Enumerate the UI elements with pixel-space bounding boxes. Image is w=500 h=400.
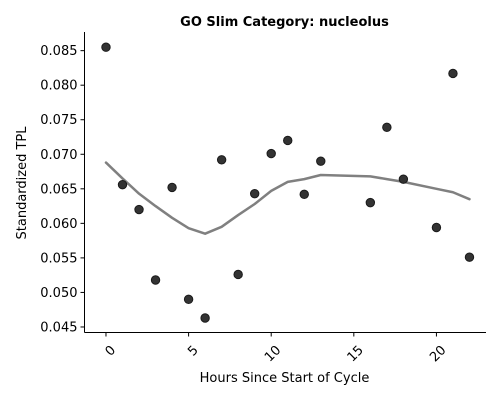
data-point bbox=[201, 314, 209, 322]
data-point bbox=[317, 157, 325, 165]
y-tick-label: 0.055 bbox=[40, 251, 77, 266]
data-point bbox=[284, 136, 292, 144]
y-tick-label: 0.060 bbox=[40, 217, 77, 232]
data-point bbox=[366, 198, 374, 206]
y-tick-label: 0.080 bbox=[40, 79, 77, 94]
y-tick-label: 0.085 bbox=[40, 44, 77, 59]
data-point bbox=[250, 189, 258, 197]
chart-title: GO Slim Category: nucleolus bbox=[180, 15, 389, 30]
series-layer bbox=[102, 43, 474, 322]
data-point bbox=[267, 149, 275, 157]
data-point bbox=[184, 295, 192, 303]
data-point bbox=[399, 175, 407, 183]
y-axis-ticks: 0.045 0.050 0.055 0.060 0.065 0.070 0.075 0.080… bbox=[40, 44, 84, 335]
x-tick-label: 10 bbox=[262, 343, 284, 365]
x-tick-label: 5 bbox=[185, 343, 201, 359]
data-point bbox=[432, 223, 440, 231]
y-tick-label: 0.065 bbox=[40, 182, 77, 197]
data-point bbox=[465, 253, 473, 261]
data-point bbox=[135, 205, 143, 213]
data-point bbox=[168, 183, 176, 191]
x-axis-ticks: 0 5 10 15 20 bbox=[103, 333, 450, 366]
x-tick-label: 20 bbox=[427, 343, 449, 365]
y-tick-label: 0.075 bbox=[40, 113, 77, 128]
data-point bbox=[300, 190, 308, 198]
data-point bbox=[383, 123, 391, 131]
data-point bbox=[449, 69, 457, 77]
trend-line bbox=[106, 163, 470, 234]
y-tick-label: 0.050 bbox=[40, 286, 77, 301]
data-point bbox=[151, 276, 159, 284]
data-point bbox=[217, 156, 225, 164]
data-point bbox=[234, 270, 242, 278]
x-tick-label: 15 bbox=[345, 343, 367, 365]
y-axis-label: Standardized TPL bbox=[15, 126, 30, 240]
y-tick-label: 0.070 bbox=[40, 148, 77, 163]
data-point bbox=[118, 180, 126, 188]
data-point bbox=[102, 43, 110, 51]
plot-area: 0.045 0.050 0.055 0.060 0.065 0.070 0.075 0.080… bbox=[40, 32, 486, 365]
x-tick-label: 0 bbox=[103, 343, 119, 359]
x-axis-label: Hours Since Start of Cycle bbox=[200, 371, 370, 386]
y-tick-label: 0.045 bbox=[40, 320, 77, 335]
